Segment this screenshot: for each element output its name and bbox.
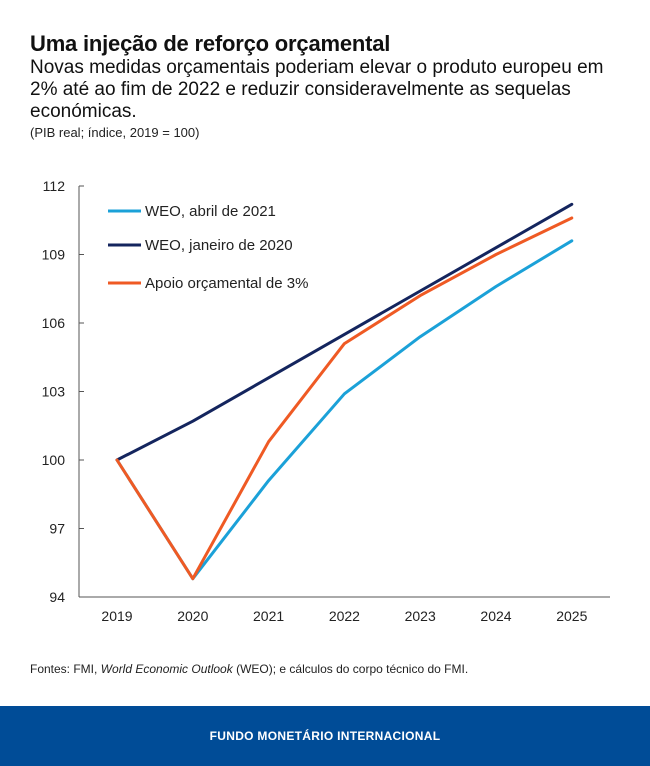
y-tick-label: 100 (42, 452, 66, 468)
chart-title: Uma injeção de reforço orçamental (30, 31, 391, 56)
y-tick-label: 103 (42, 384, 66, 400)
y-tick-label: 94 (49, 589, 65, 605)
source-prefix: Fontes: FMI, (30, 662, 101, 676)
x-tick-label: 2023 (405, 608, 436, 624)
y-tick-label: 112 (43, 178, 66, 194)
chart-subtitle: Novas medidas orçamentais poderiam eleva… (30, 57, 604, 122)
y-tick-label: 97 (49, 521, 65, 537)
y-tick-label: 109 (42, 247, 66, 263)
x-tick-label: 2020 (177, 608, 208, 624)
line-chart: 94 97 100 103 106 109 112 2019 2020 2021 2022 2023 2… (42, 178, 610, 624)
legend-label-2: WEO, janeiro de 2020 (145, 237, 293, 254)
series-line-3 (115, 216, 574, 581)
source-italic: World Economic Outlook (100, 662, 233, 676)
legend-label-1: WEO, abril de 2021 (145, 203, 276, 220)
x-tick-label: 2024 (480, 608, 511, 624)
series-line-2 (115, 202, 574, 462)
legend-label-3: Apoio orçamental de 3% (145, 275, 308, 292)
x-tick-label: 2021 (253, 608, 284, 624)
footer-label: FUNDO MONETÁRIO INTERNACIONAL (209, 729, 441, 743)
unit-note: (PIB real; índice, 2019 = 100) (30, 125, 200, 140)
source-note: Fontes: FMI, World Economic Outlook (WEO… (30, 662, 468, 676)
y-tick-label: 106 (42, 315, 66, 331)
x-tick-label: 2022 (329, 608, 360, 624)
footer-bar: FUNDO MONETÁRIO INTERNACIONAL (0, 706, 650, 766)
x-tick-label: 2025 (556, 608, 587, 624)
x-tick-label: 2019 (101, 608, 132, 624)
source-suffix: (WEO); e cálculos do corpo técnico do FM… (232, 662, 469, 676)
